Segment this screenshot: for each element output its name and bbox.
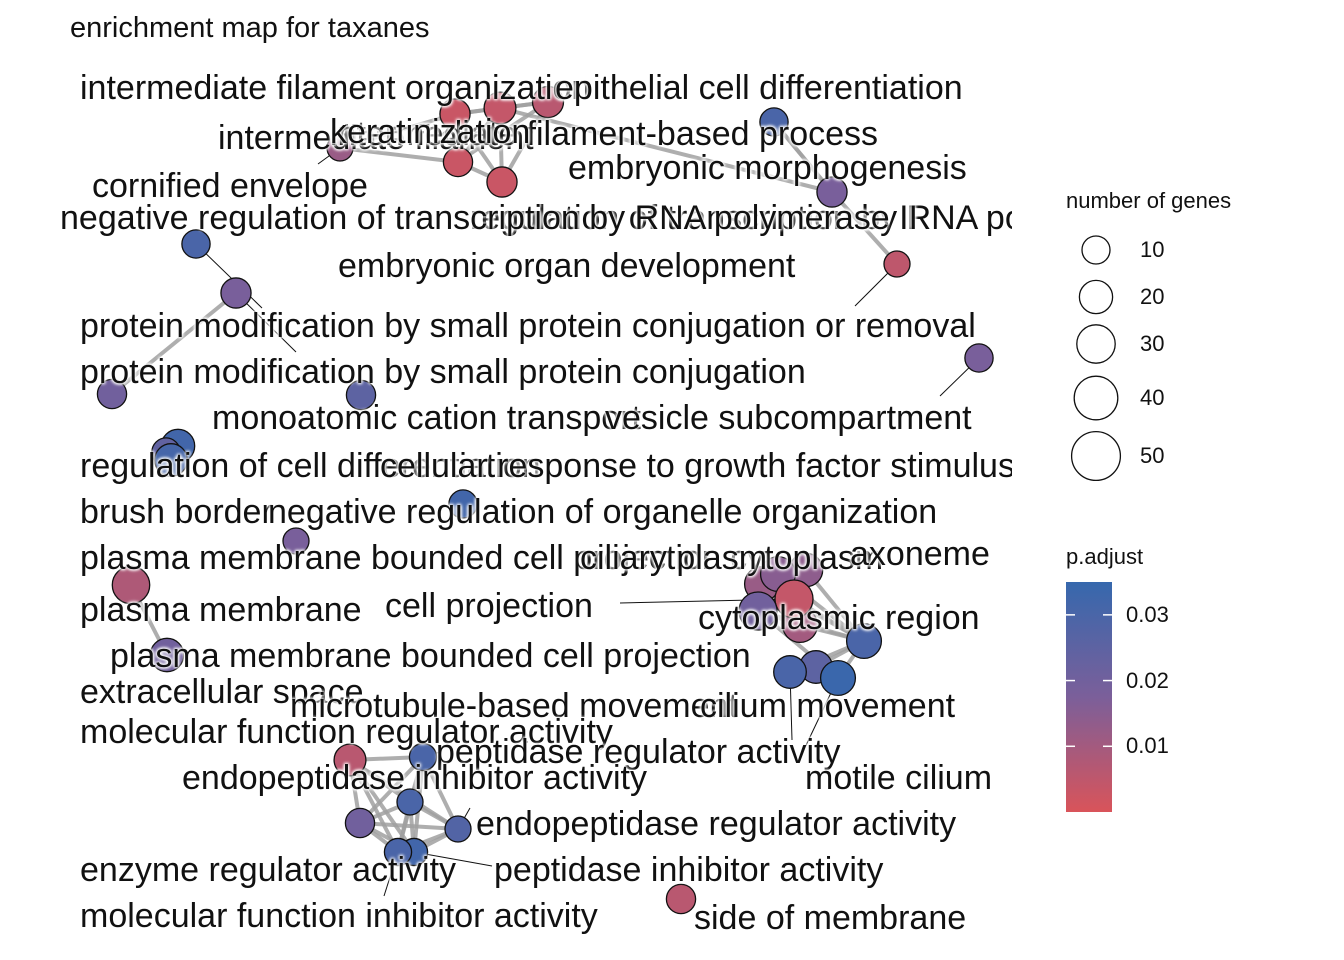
legend-color-tick-label-0: 0.03 bbox=[1126, 601, 1169, 627]
node-label-n5: cornified envelope bbox=[92, 167, 368, 205]
nodes-layer bbox=[96, 85, 994, 915]
node-n13[interactable] bbox=[345, 379, 377, 411]
node-label-n4: intermediate filament-based process bbox=[330, 115, 879, 153]
node-label-n30: cilium movement bbox=[700, 687, 956, 725]
node-label-n39: side of membrane bbox=[694, 899, 967, 937]
node-n4[interactable] bbox=[531, 85, 565, 119]
node-n2[interactable] bbox=[483, 91, 517, 125]
node-n32[interactable] bbox=[333, 743, 367, 777]
node-n30[interactable] bbox=[773, 655, 807, 689]
node-label-n19: negative regulation of organelle organiz… bbox=[268, 493, 938, 531]
node-label-n27: extracellular space bbox=[80, 673, 364, 711]
node-n9[interactable] bbox=[181, 229, 211, 259]
node-n18[interactable] bbox=[282, 527, 310, 555]
legend-size-circle-40 bbox=[1073, 375, 1119, 421]
legend-color-tick-label-2: 0.01 bbox=[1126, 733, 1169, 759]
node-label-n21: axoneme bbox=[850, 535, 990, 573]
node-n6[interactable] bbox=[816, 176, 848, 208]
node-n24[interactable] bbox=[111, 565, 151, 605]
node-label-n33: peptidase regulator activity bbox=[436, 733, 841, 771]
node-n1[interactable] bbox=[439, 98, 471, 130]
node-label-n2: epithelial cell differentiation bbox=[555, 69, 963, 107]
edge-n6-n2 bbox=[499, 106, 833, 194]
legend-color-tick-label-1: 0.02 bbox=[1126, 667, 1169, 693]
legend-size-circle-30 bbox=[1076, 324, 1116, 364]
node-label-n11: protein modification by small protein co… bbox=[80, 307, 976, 345]
node-n28[interactable] bbox=[845, 622, 883, 660]
node-n38[interactable] bbox=[383, 837, 413, 867]
node-label-n36: enzyme regulator activity bbox=[80, 851, 457, 889]
node-label-n7: keratinization bbox=[330, 113, 531, 151]
legend-size-label-40: 40 bbox=[1140, 385, 1165, 410]
edge-n6-n10 bbox=[830, 190, 899, 266]
node-n26[interactable] bbox=[738, 591, 778, 631]
node-label-n15: cellular response to growth factor stimu… bbox=[380, 447, 1012, 485]
node-label-n18: brush border bbox=[80, 493, 273, 531]
edge-n3-n5 bbox=[339, 146, 459, 164]
node-n16[interactable] bbox=[154, 443, 188, 477]
node-label-n20: plasma membrane bounded cell projection … bbox=[80, 539, 884, 577]
edge-n3-n4 bbox=[456, 100, 550, 164]
node-label-n35: endopeptidase regulator activity bbox=[476, 805, 957, 843]
node-label-n25: cell projection bbox=[385, 587, 593, 625]
node-label-n26: plasma membrane bounded cell projection bbox=[110, 637, 751, 675]
node-n3[interactable] bbox=[442, 146, 474, 178]
node-label-n37: peptidase inhibitor activity bbox=[494, 851, 884, 889]
edge-n1-n5 bbox=[339, 112, 456, 150]
node-n34[interactable] bbox=[396, 788, 424, 816]
node-label-n29: microtubule-based movement bbox=[290, 687, 738, 725]
node-n25[interactable] bbox=[774, 579, 814, 619]
node-n10[interactable] bbox=[883, 250, 911, 278]
node-n5[interactable] bbox=[326, 134, 354, 162]
legend-color-bar bbox=[1066, 582, 1112, 812]
node-n36[interactable] bbox=[344, 807, 376, 839]
node-label-n38: molecular function inhibitor activity bbox=[80, 897, 598, 935]
legend-layer bbox=[1066, 235, 1122, 812]
legend-size-label-20: 20 bbox=[1140, 284, 1165, 309]
node-label-n22: ciliary plasm bbox=[580, 539, 768, 577]
legend-size-circle-50 bbox=[1070, 430, 1122, 482]
node-n39[interactable] bbox=[665, 883, 697, 915]
node-label-n32: molecular function regulator activity bbox=[80, 713, 613, 751]
node-label-n8: regulation of transcription by RNA polym… bbox=[470, 199, 1012, 237]
legend-size-label-30: 30 bbox=[1140, 331, 1165, 356]
legend-size-label-50: 50 bbox=[1140, 443, 1165, 468]
legend-size-circle-20 bbox=[1078, 279, 1114, 315]
node-n33[interactable] bbox=[408, 742, 438, 772]
node-label-n6: embryonic morphogenesis bbox=[568, 149, 967, 187]
edge-n11-n12 bbox=[110, 291, 238, 396]
edge-n35-n36 bbox=[359, 821, 459, 831]
node-label-n3: intermediate filament bbox=[218, 119, 534, 157]
legend-color-title: p.adjust bbox=[1066, 544, 1144, 569]
node-label-n17: vesicle subcompartment bbox=[605, 399, 972, 437]
node-label-n10: embryonic organ development bbox=[338, 247, 796, 285]
node-n7[interactable] bbox=[486, 166, 518, 198]
node-label-n24: plasma membrane bbox=[80, 591, 362, 629]
node-label-n31: motile cilium bbox=[805, 759, 993, 797]
node-n17[interactable] bbox=[964, 343, 994, 373]
node-label-n16: regulation of cell differentiation bbox=[80, 447, 541, 485]
node-n8[interactable] bbox=[759, 107, 789, 137]
legend-size-circle-10 bbox=[1081, 235, 1111, 265]
node-n35[interactable] bbox=[444, 815, 472, 843]
node-n12[interactable] bbox=[96, 378, 128, 410]
node-label-n23: cytoplasmic region bbox=[698, 599, 980, 637]
node-n31[interactable] bbox=[819, 659, 857, 697]
node-n19[interactable] bbox=[448, 489, 478, 519]
node-n27[interactable] bbox=[149, 637, 185, 673]
chart-title: enrichment map for taxanes bbox=[70, 12, 430, 44]
node-label-n12: protein modification by small protein co… bbox=[80, 353, 806, 391]
node-n11[interactable] bbox=[220, 277, 252, 309]
node-label-n9: negative regulation of transcription by … bbox=[60, 199, 919, 237]
node-label-n13: monoatomic cation transport bbox=[212, 399, 641, 437]
node-label-n1: intermediate filament organization bbox=[80, 69, 591, 107]
node-label-n34: endopeptidase inhibitor activity bbox=[182, 759, 647, 797]
legend-size-label-10: 10 bbox=[1140, 237, 1165, 262]
legend-size-title: number of genes bbox=[1066, 188, 1232, 213]
